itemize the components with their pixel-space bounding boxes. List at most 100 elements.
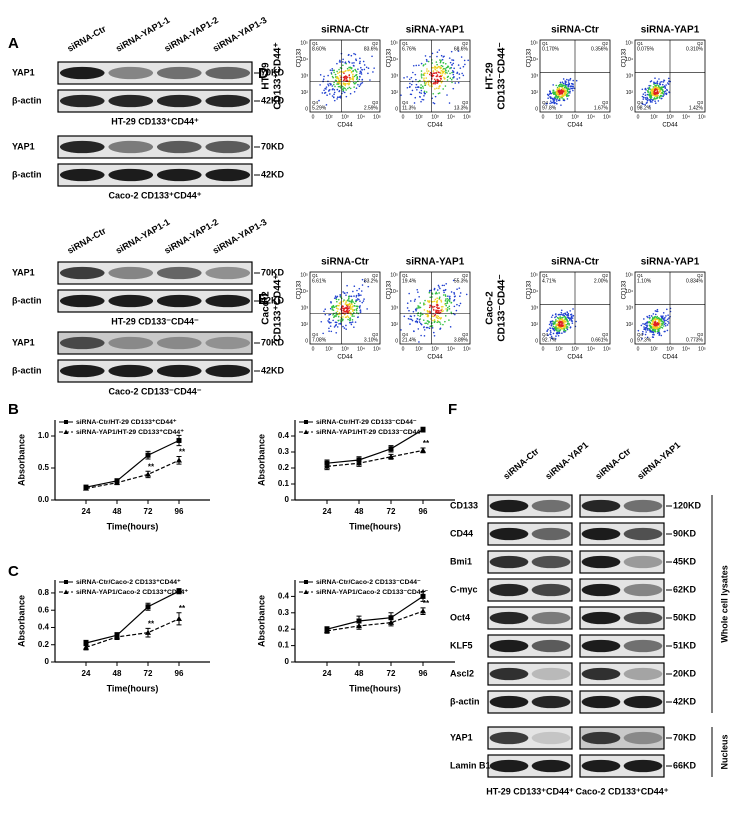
event-dot [437,92,440,95]
protein-label: β-actin [450,696,480,706]
event-dot [327,84,330,87]
event-dot [360,82,362,85]
event-dot [339,319,342,321]
event-dot [428,289,431,292]
event-dot [660,318,663,320]
event-dot [350,71,353,74]
event-dot [410,76,413,79]
event-dot [663,85,666,87]
event-dot [454,82,457,84]
lane-label: siRNA-Ctr [593,446,633,482]
event-dot [441,70,444,73]
event-dot [553,100,555,103]
size-label: 70KD [261,267,285,277]
event-dot [355,74,357,77]
event-dot [571,322,574,324]
event-dot [463,59,466,62]
event-dot [347,295,350,298]
event-dot [319,84,321,86]
x-axis-title: Time(hours) [349,683,401,693]
blot-band [623,611,663,625]
event-dot [666,82,669,84]
event-dot [346,315,349,317]
event-dot [346,76,349,79]
event-dot [339,322,342,325]
event-dot [446,309,449,311]
event-dot [642,93,645,95]
event-dot [420,323,423,326]
event-dot [333,93,335,96]
event-dot [559,81,562,84]
event-dot [663,79,665,82]
quadrant-name: Q1 [542,41,549,46]
event-dot [442,310,444,312]
event-dot [560,104,562,106]
event-dot [355,294,358,297]
event-dot [369,79,371,81]
row-label: HT-29 [485,62,496,90]
event-dot [568,322,570,325]
event-dot [436,299,439,302]
event-dot [560,95,563,98]
event-dot [432,331,435,334]
event-dot [558,326,561,329]
event-dot [428,306,431,309]
event-dot [355,71,358,73]
event-dot [653,93,656,95]
event-dot [348,86,351,89]
event-dot [432,101,435,104]
event-dot [448,102,451,104]
event-dot [400,94,402,97]
event-dot [339,86,342,89]
quadrant-value: 0.075% [637,46,655,52]
event-dot [332,319,334,322]
event-dot [565,89,567,92]
plot-frame [399,271,471,345]
event-dot [436,51,439,53]
event-dot [437,284,440,287]
event-dot [644,94,647,97]
event-dot [554,93,556,95]
event-dot [646,324,648,326]
event-dot [416,320,419,323]
quadrant-value: 3.89% [454,337,469,343]
event-dot [443,67,445,70]
event-dot [561,318,563,320]
event-dot [367,67,370,70]
event-dot [419,87,422,89]
data-point [420,608,426,614]
event-dot [560,322,563,324]
event-dot [423,79,425,81]
event-dot [429,85,431,87]
event-dot [353,75,356,78]
event-dot [353,52,355,55]
event-dot [348,306,350,308]
event-dot [334,73,337,76]
event-dot [653,333,655,336]
event-dot [335,331,338,334]
event-dot [458,287,461,289]
event-dot [344,83,346,85]
event-dot [438,92,441,94]
event-dot [572,85,574,88]
event-dot [335,298,338,301]
blot-caption: Caco-2 CD133⁺CD44⁺ [108,190,201,200]
event-dot [448,319,450,321]
blot-caption: Caco-2 CD133⁻CD44⁻ [108,386,201,396]
event-dot [658,90,661,92]
blot-band [581,583,621,597]
x-tick-label: 10² [555,114,563,120]
event-dot [444,289,446,292]
event-dot [557,87,559,90]
event-dot [352,78,354,81]
event-dot [372,71,374,73]
event-dot [553,329,556,332]
data-point [145,452,151,458]
event-dot [336,96,339,98]
event-dot [453,291,455,294]
significance: ** [179,604,186,613]
x-tick-label: 10³ [571,346,579,352]
event-dot [556,96,558,99]
event-dot [558,325,561,327]
event-dot [452,71,455,73]
